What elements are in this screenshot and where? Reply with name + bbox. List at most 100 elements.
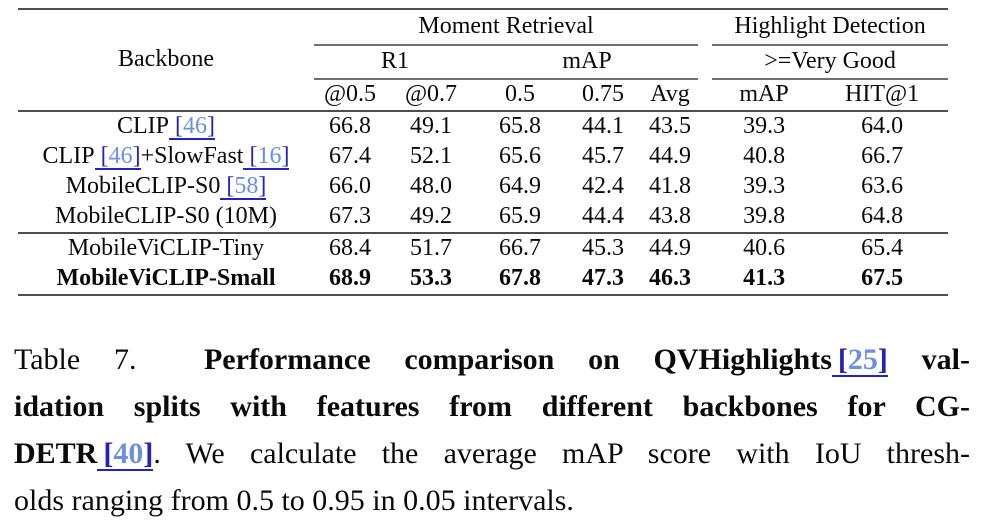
citation-link[interactable]: [46] — [94, 144, 141, 171]
metric-value: 66.0 — [329, 173, 371, 200]
metric-value: 41.3 — [712, 264, 817, 296]
metric-value: 40.6 — [743, 235, 786, 262]
backbone-cell: MobileViCLIP-Tiny — [18, 233, 314, 264]
backbone-cell: MobileViCLIP-Small — [18, 264, 314, 296]
backbone-cell: MobileCLIP-S0 (10M) — [18, 202, 314, 234]
text-segment: olds ranging from 0.5 to 0.95 in 0.05 in… — [14, 484, 574, 517]
metric-value: 44.1 — [582, 113, 624, 140]
caption-line: idation splits with features from differ… — [14, 383, 970, 430]
r1-subheader: R1 — [314, 45, 476, 80]
metric-value: 66.8 — [329, 113, 371, 140]
metric-value: 67.4 — [329, 143, 371, 170]
citation-link[interactable]: [16] — [243, 144, 290, 171]
text-segment: val- — [887, 343, 970, 376]
metric-value: 40.8 — [743, 143, 786, 170]
moment-retrieval-header: Moment Retrieval — [314, 8, 699, 46]
metric-value: 68.4 — [329, 235, 371, 262]
results-table-container: Backbone Moment Retrieval Highlight Dete… — [18, 8, 949, 296]
row-spacer — [698, 264, 713, 296]
backbone-header: Backbone — [18, 8, 314, 112]
metric-value: 49.1 — [410, 113, 452, 140]
metric-value: 39.3 — [743, 113, 786, 140]
very-good-subheader: >=Very Good — [712, 45, 949, 80]
caption-line: Table 7. Performance comparison on QVHig… — [14, 336, 970, 383]
header-spacer — [698, 8, 713, 79]
metric-value: 66.7 — [499, 235, 541, 262]
metric-value: 39.8 — [712, 202, 817, 234]
metric-value: 68.9 — [314, 264, 386, 296]
metric-value: 52.1 — [410, 143, 452, 170]
text-segment: MobileCLIP-S0 — [65, 173, 221, 200]
metric-value: 41.8 — [649, 173, 692, 200]
header-group-row: Backbone Moment Retrieval Highlight Dete… — [18, 8, 949, 112]
metric-value: 39.3 — [743, 173, 786, 200]
row-spacer — [698, 233, 712, 264]
table-caption: Table 7. Performance comparison on QVHig… — [14, 336, 970, 524]
metric-value: 46.3 — [642, 264, 699, 296]
text-segment: MobileViCLIP-Small — [56, 265, 276, 292]
metric-value: 67.8 — [476, 264, 564, 296]
text-segment: CLIP — [42, 143, 95, 170]
caption-line: olds ranging from 0.5 to 0.95 in 0.05 in… — [14, 477, 970, 524]
highlight-detection-header: Highlight Detection — [712, 8, 949, 46]
table-row: CLIP [46]+SlowFast [16] 67.4 52.1 65.6 45.7 44.… — [18, 142, 948, 172]
metric-value: 64.0 — [861, 113, 904, 140]
table-row: MobileCLIP-S0 (10M) 67.3 49.2 65.9 44.4 43.8 3… — [18, 202, 949, 234]
text-segment: +SlowFast — [140, 143, 244, 170]
metric-value: 65.8 — [499, 113, 541, 140]
header-spacer — [698, 79, 713, 112]
metric-value: 64.9 — [499, 173, 541, 200]
metric-value: 45.3 — [582, 235, 624, 262]
table-row: CLIP [46] 66.8 49.1 65.8 44.1 43.5 39.3 64.0 — [18, 111, 948, 142]
table-row: MobileViCLIP-Tiny 68.4 51.7 66.7 45.3 44.9 40.… — [18, 233, 948, 264]
col-header-r1-07: @0.7 — [386, 79, 476, 112]
row-spacer — [698, 172, 712, 202]
metric-value: 66.7 — [861, 143, 904, 170]
text-segment: DETR — [14, 437, 98, 470]
col-header-hit1: HIT@1 — [816, 79, 949, 112]
metric-value: 65.4 — [861, 235, 904, 262]
metric-value: 64.8 — [816, 202, 949, 234]
metric-value: 49.2 — [386, 202, 476, 234]
text-segment: idation splits with features from differ… — [14, 390, 970, 423]
text-segment: MobileViCLIP-Tiny — [67, 235, 265, 262]
caption-line: DETR [40]. We calculate the average mAP s… — [14, 430, 970, 477]
col-header-map-05: 0.5 — [476, 79, 564, 112]
metric-value: 44.9 — [649, 143, 692, 170]
text-segment: . We calculate the average mAP score wit… — [153, 437, 970, 470]
metric-value: 65.9 — [476, 202, 564, 234]
col-header-hd-map: mAP — [712, 79, 817, 112]
citation-link[interactable]: [46] — [169, 114, 215, 141]
metric-value: 44.4 — [564, 202, 642, 234]
backbone-cell: MobileCLIP-S0 [58] — [18, 172, 314, 202]
header-subgroup-row: R1 mAP >=Very Good — [18, 45, 949, 80]
col-header-r1-05: @0.5 — [314, 79, 386, 112]
text-segment: Performance comparison on QVHighlights — [203, 343, 832, 376]
citation-link[interactable]: [58] — [220, 174, 267, 201]
results-table: Backbone Moment Retrieval Highlight Dete… — [18, 8, 949, 296]
metric-value: 45.7 — [582, 143, 624, 170]
text-segment: MobileCLIP-S0 (10M) — [55, 203, 277, 230]
row-spacer — [698, 111, 712, 142]
metric-value: 67.5 — [816, 264, 949, 296]
text-segment: Table 7. — [14, 343, 204, 376]
text-segment: CLIP — [116, 113, 169, 140]
citation-link[interactable]: [25] — [831, 345, 888, 377]
col-header-map-075: 0.75 — [564, 79, 642, 112]
metric-value: 63.6 — [861, 173, 904, 200]
backbone-cell: CLIP [46] — [18, 111, 314, 142]
metric-value: 44.9 — [649, 235, 692, 262]
backbone-cell: CLIP [46]+SlowFast [16] — [18, 142, 314, 172]
metric-value: 43.5 — [649, 113, 692, 140]
map-subheader: mAP — [476, 45, 699, 80]
row-spacer — [698, 142, 712, 172]
metric-value: 53.3 — [386, 264, 476, 296]
table-row: MobileViCLIP-Small 68.9 53.3 67.8 47.3 46.3 41… — [18, 264, 949, 296]
metric-value: 47.3 — [564, 264, 642, 296]
citation-link[interactable]: [40] — [97, 439, 154, 471]
row-spacer — [698, 202, 713, 234]
header-metric-row: @0.5 @0.7 0.5 0.75 Avg mAP HIT@1 — [18, 79, 949, 112]
metric-value: 51.7 — [410, 235, 452, 262]
table-row: MobileCLIP-S0 [58] 66.0 48.0 64.9 42.4 41.8 39.… — [18, 172, 948, 202]
metric-value: 65.6 — [499, 143, 541, 170]
